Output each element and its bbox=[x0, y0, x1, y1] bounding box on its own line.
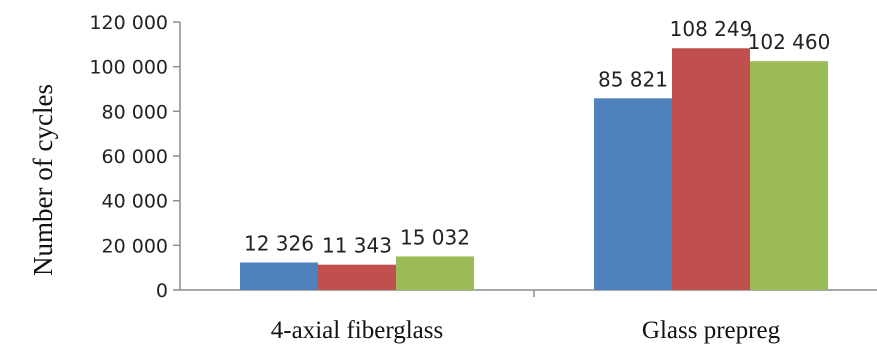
category-label: 4-axial fiberglass bbox=[271, 317, 443, 344]
y-tick-label: 40 000 bbox=[102, 191, 168, 213]
y-tick-label: 60 000 bbox=[102, 146, 168, 168]
bar bbox=[240, 262, 318, 290]
y-tick-label: 100 000 bbox=[89, 57, 168, 79]
bar bbox=[318, 264, 396, 290]
category-label: Glass prepreg bbox=[642, 317, 781, 344]
y-ticks: 0 20 000 40 000 60 000 80 000 100 000 120 000 bbox=[89, 12, 535, 302]
bar-value-label: 15 032 bbox=[400, 225, 470, 249]
bar bbox=[750, 61, 828, 290]
bar-value-label: 11 343 bbox=[322, 234, 392, 258]
y-tick-label: 20 000 bbox=[102, 235, 168, 257]
bar-value-label: 102 460 bbox=[748, 30, 831, 54]
bar-value-label: 12 326 bbox=[244, 231, 314, 255]
category-labels: 4-axial fiberglass Glass prepreg bbox=[271, 317, 781, 344]
bars bbox=[240, 48, 828, 291]
y-axis-title: Number of cycles bbox=[28, 84, 58, 276]
bar-value-label: 108 249 bbox=[670, 17, 753, 41]
bar bbox=[396, 256, 474, 290]
bar bbox=[594, 98, 672, 290]
bar-value-label: 85 821 bbox=[598, 67, 668, 91]
y-tick-label: 0 bbox=[156, 280, 168, 302]
y-tick-label: 120 000 bbox=[89, 12, 168, 34]
y-tick-label: 80 000 bbox=[102, 101, 168, 123]
bar bbox=[672, 48, 750, 291]
